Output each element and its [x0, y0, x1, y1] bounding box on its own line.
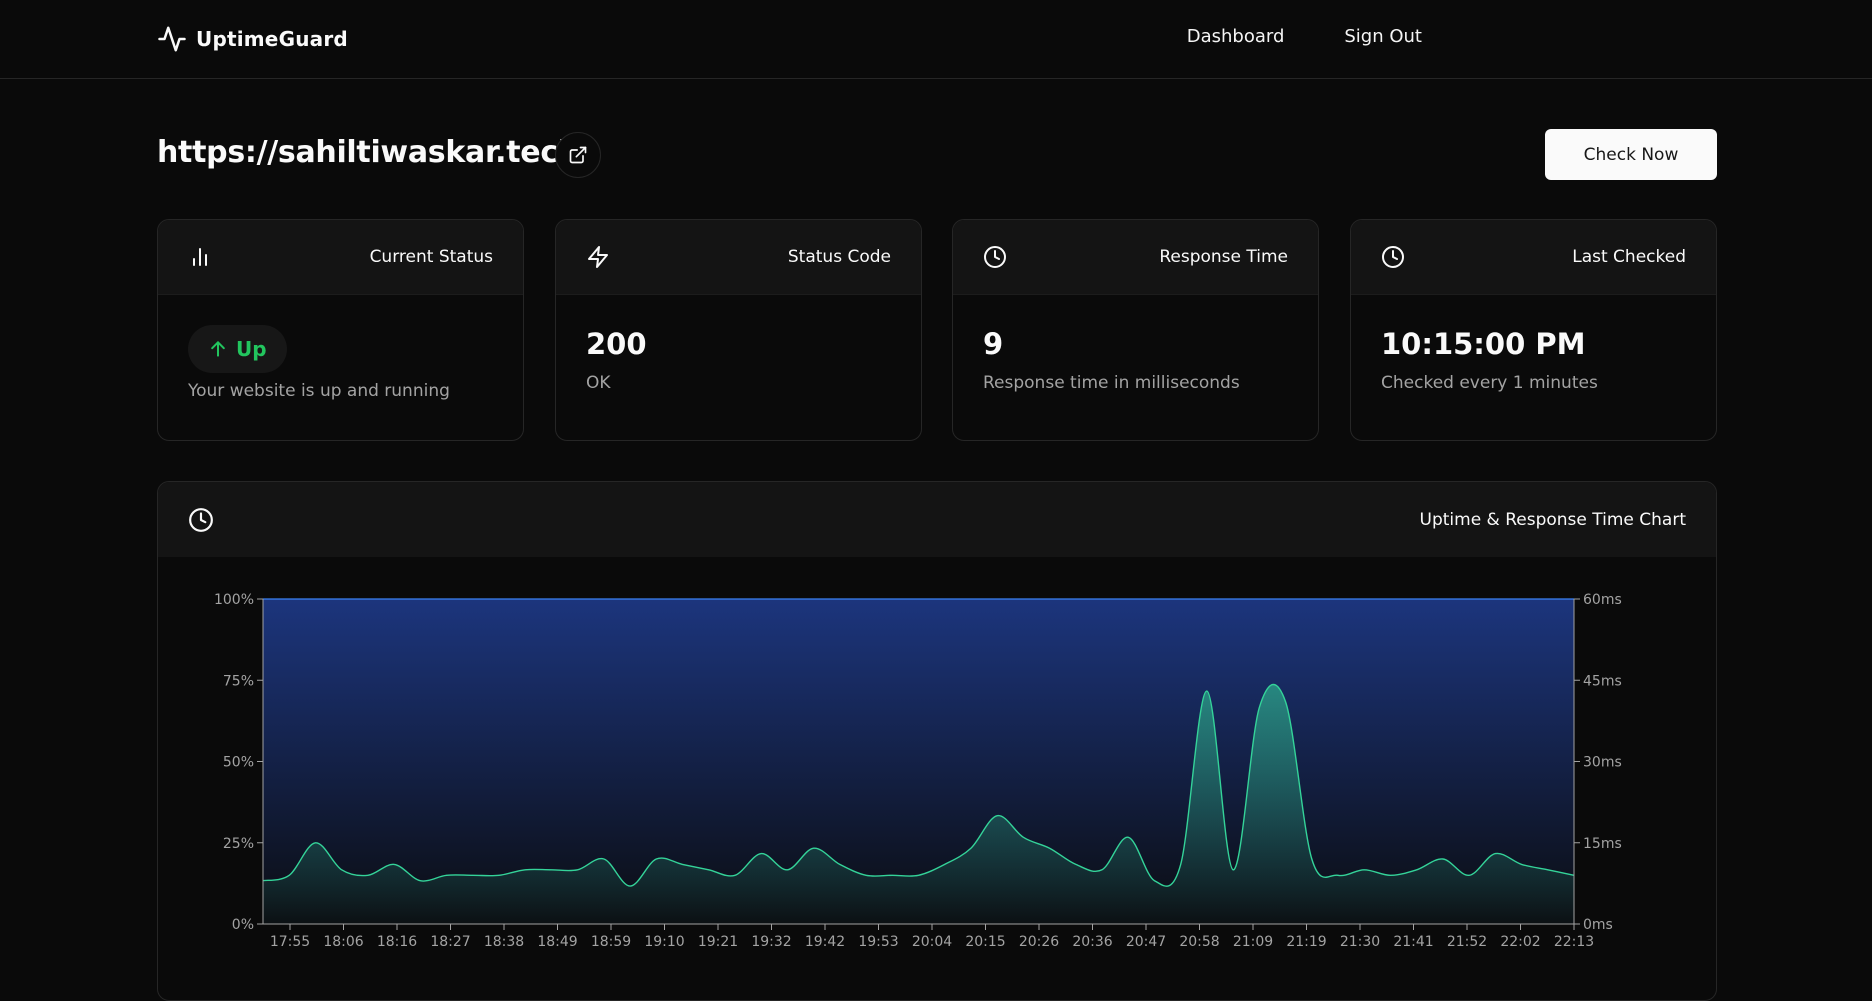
x-tick-label: 20:04	[912, 934, 952, 950]
x-tick-label: 21:09	[1233, 934, 1273, 950]
x-tick-label: 21:52	[1447, 934, 1487, 950]
last-checked-card: Last Checked 10:15:00 PM Checked every 1…	[1350, 219, 1717, 441]
x-tick-label: 20:47	[1126, 934, 1166, 950]
page-title: https://sahiltiwaskar.tech/	[157, 135, 590, 170]
nav-sign-out-link[interactable]: Sign Out	[1344, 26, 1422, 47]
card-header: Response Time	[953, 220, 1318, 295]
y-right-tick-label: 45ms	[1583, 673, 1622, 689]
x-tick-label: 18:06	[323, 934, 363, 950]
status-code-card: Status Code 200 OK	[555, 219, 922, 441]
y-right-tick-label: 0ms	[1583, 917, 1613, 933]
y-left-tick-label: 0%	[232, 917, 254, 933]
y-left-tick-label: 75%	[223, 673, 254, 689]
x-tick-label: 21:41	[1393, 934, 1433, 950]
x-tick-label: 20:26	[1019, 934, 1059, 950]
y-left-tick-label: 50%	[223, 755, 254, 771]
x-tick-label: 19:21	[698, 934, 738, 950]
card-title: Last Checked	[1572, 247, 1686, 267]
y-left-tick-label: 25%	[223, 836, 254, 852]
x-tick-label: 19:32	[751, 934, 791, 950]
card-title: Status Code	[787, 247, 891, 267]
x-tick-label: 20:36	[1072, 934, 1112, 950]
response-time-line	[262, 683, 1575, 887]
clock-icon	[1382, 246, 1404, 268]
x-tick-label: 18:59	[591, 934, 631, 950]
x-tick-label: 19:10	[644, 934, 684, 950]
last-checked-value: 10:15:00 PM	[1381, 327, 1586, 361]
uptime-chart-card: Uptime & Response Time Chart 0% 25% 50% 75%…	[157, 481, 1717, 1001]
y-right-tick-label: 30ms	[1583, 755, 1622, 771]
card-title: Current Status	[369, 247, 493, 267]
x-tick-label: 21:19	[1286, 934, 1326, 950]
x-tick-label: 18:16	[377, 934, 417, 950]
x-tick-label: 18:38	[484, 934, 524, 950]
external-link-icon	[569, 146, 587, 164]
activity-icon	[158, 26, 186, 52]
status-code-value: 200	[586, 327, 647, 361]
site-header: https://sahiltiwaskar.tech/ Check Now	[157, 129, 1717, 181]
x-tick-label: 22:02	[1500, 934, 1540, 950]
nav-links: Dashboard Sign Out	[1187, 26, 1422, 47]
x-tick-label: 19:53	[858, 934, 898, 950]
response-time-value: 9	[983, 327, 1004, 361]
open-site-button[interactable]	[555, 132, 601, 178]
nav-dashboard-link[interactable]: Dashboard	[1186, 26, 1285, 47]
status-description: Your website is up and running	[188, 381, 450, 401]
x-tick-label: 20:15	[965, 934, 1005, 950]
uptime-response-chart[interactable]: 0% 25% 50% 75% 100% 0ms 15ms 30ms 45ms 60ms 17:55 1…	[158, 557, 1717, 977]
status-badge: Up	[188, 325, 287, 373]
brand[interactable]: UptimeGuard	[157, 24, 348, 54]
card-header: Current Status	[158, 220, 523, 295]
brand-name: UptimeGuard	[196, 27, 348, 51]
y-right-tick-label: 60ms	[1583, 592, 1622, 608]
status-code-text: OK	[586, 373, 611, 393]
lightning-icon	[588, 246, 608, 268]
x-tick-label: 18:49	[537, 934, 577, 950]
x-tick-label: 18:27	[430, 934, 470, 950]
arrow-up-icon	[211, 341, 225, 357]
navbar: UptimeGuard Dashboard Sign Out	[0, 0, 1872, 79]
card-header: Last Checked	[1351, 220, 1716, 295]
chart-header: Uptime & Response Time Chart	[158, 482, 1716, 557]
clock-icon	[984, 246, 1006, 268]
clock-icon	[189, 507, 213, 532]
current-status-card: Current Status Up Your website is up and…	[157, 219, 524, 441]
card-header: Status Code	[556, 220, 921, 295]
bar-chart-icon	[193, 248, 207, 266]
y-left-tick-label: 100%	[214, 592, 254, 608]
x-tick-label: 20:58	[1179, 934, 1219, 950]
response-time-description: Response time in milliseconds	[983, 373, 1240, 393]
check-interval-text: Checked every 1 minutes	[1381, 373, 1598, 393]
x-tick-label: 22:13	[1554, 934, 1594, 950]
chart-title: Uptime & Response Time Chart	[1419, 509, 1686, 530]
response-time-area	[263, 684, 1574, 924]
check-now-button[interactable]: Check Now	[1545, 129, 1717, 180]
y-right-tick-label: 15ms	[1583, 836, 1622, 852]
x-tick-label: 17:55	[270, 934, 310, 950]
card-title: Response Time	[1159, 247, 1288, 267]
response-time-card: Response Time 9 Response time in millise…	[952, 219, 1319, 441]
status-value: Up	[236, 337, 267, 361]
x-tick-label: 19:42	[805, 934, 845, 950]
x-tick-label: 21:30	[1340, 934, 1380, 950]
